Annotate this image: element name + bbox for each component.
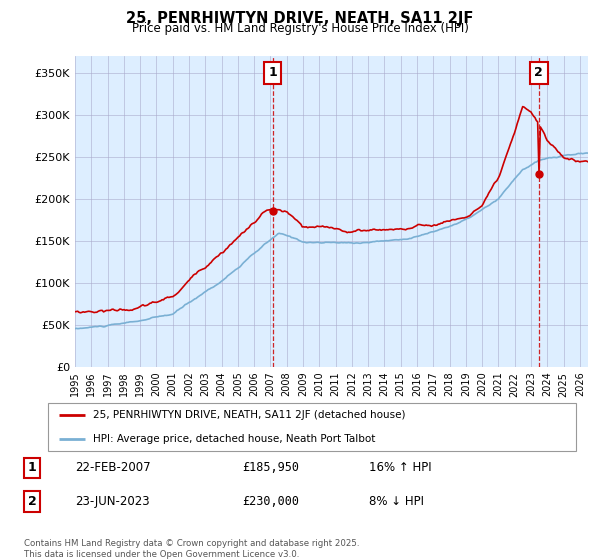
Text: HPI: Average price, detached house, Neath Port Talbot: HPI: Average price, detached house, Neat…	[93, 434, 375, 444]
Text: 22-FEB-2007: 22-FEB-2007	[76, 461, 151, 474]
Text: Price paid vs. HM Land Registry's House Price Index (HPI): Price paid vs. HM Land Registry's House …	[131, 22, 469, 35]
Text: 23-JUN-2023: 23-JUN-2023	[76, 494, 150, 508]
Text: 25, PENRHIWTYN DRIVE, NEATH, SA11 2JF (detached house): 25, PENRHIWTYN DRIVE, NEATH, SA11 2JF (d…	[93, 410, 406, 420]
Text: £230,000: £230,000	[242, 494, 299, 508]
Text: 25, PENRHIWTYN DRIVE, NEATH, SA11 2JF: 25, PENRHIWTYN DRIVE, NEATH, SA11 2JF	[127, 11, 473, 26]
Text: 16% ↑ HPI: 16% ↑ HPI	[369, 461, 432, 474]
Text: 2: 2	[28, 494, 37, 508]
Text: £185,950: £185,950	[242, 461, 299, 474]
Text: 1: 1	[28, 461, 37, 474]
Text: 8% ↓ HPI: 8% ↓ HPI	[369, 494, 424, 508]
Text: 2: 2	[535, 66, 543, 80]
Text: Contains HM Land Registry data © Crown copyright and database right 2025.
This d: Contains HM Land Registry data © Crown c…	[24, 539, 359, 559]
FancyBboxPatch shape	[48, 403, 576, 451]
Text: 1: 1	[268, 66, 277, 80]
